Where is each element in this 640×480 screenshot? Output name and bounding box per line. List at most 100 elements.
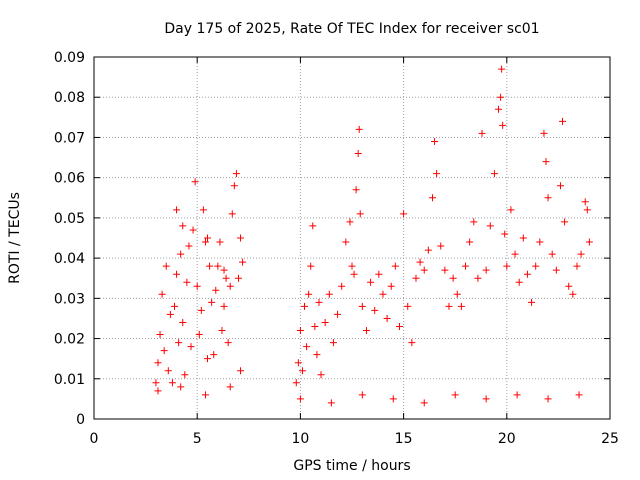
data-point: [536, 238, 544, 246]
data-point: [519, 234, 527, 242]
data-point: [206, 262, 214, 270]
data-point: [400, 210, 408, 218]
data-point: [294, 359, 302, 367]
data-point: [408, 339, 416, 347]
data-point: [389, 395, 397, 403]
data-point: [453, 290, 461, 298]
data-point: [315, 298, 323, 306]
data-point: [387, 282, 395, 290]
data-point: [515, 278, 523, 286]
data-point: [191, 178, 199, 186]
data-point: [311, 322, 319, 330]
data-point: [305, 290, 313, 298]
data-point: [412, 274, 420, 282]
y-tick-label: 0: [76, 412, 85, 428]
data-point: [199, 206, 207, 214]
data-point: [420, 399, 428, 407]
data-point: [583, 206, 591, 214]
data-point: [495, 105, 503, 113]
data-point: [498, 65, 506, 73]
data-point: [173, 206, 181, 214]
data-point: [352, 186, 360, 194]
data-point: [317, 371, 325, 379]
data-point: [552, 266, 560, 274]
data-point: [528, 298, 536, 306]
data-point: [179, 222, 187, 230]
data-point: [581, 198, 589, 206]
data-point: [296, 395, 304, 403]
data-point: [356, 210, 364, 218]
x-tick-label: 15: [395, 431, 413, 447]
data-point: [474, 274, 482, 282]
data-point: [237, 234, 245, 242]
data-point: [585, 238, 593, 246]
data-point: [441, 266, 449, 274]
data-point: [309, 222, 317, 230]
data-point: [355, 125, 363, 133]
x-tick-label: 10: [291, 431, 309, 447]
data-point: [170, 302, 178, 310]
y-tick-label: 0.01: [54, 372, 85, 388]
data-point: [433, 170, 441, 178]
data-point: [329, 339, 337, 347]
data-point: [486, 222, 494, 230]
data-point: [189, 226, 197, 234]
data-point: [466, 238, 474, 246]
data-point: [154, 387, 162, 395]
axis-ticks: 0 0.01 0.02 0.03 0.04 0.05 0.06 0.07 0.08 0.09 0 5 1…: [54, 50, 619, 447]
data-point: [220, 266, 228, 274]
data-point: [220, 302, 228, 310]
data-point: [216, 238, 224, 246]
data-point: [164, 367, 172, 375]
data-point: [375, 270, 383, 278]
data-point: [226, 282, 234, 290]
data-point: [542, 158, 550, 166]
data-point: [482, 395, 490, 403]
data-point: [179, 318, 187, 326]
data-point: [162, 262, 170, 270]
data-point: [298, 367, 306, 375]
data-point: [204, 355, 212, 363]
data-point: [556, 182, 564, 190]
data-point: [544, 395, 552, 403]
data-point: [201, 238, 209, 246]
data-point: [325, 290, 333, 298]
data-point: [228, 210, 236, 218]
y-tick-label: 0.03: [54, 291, 85, 307]
data-point: [482, 266, 490, 274]
data-point: [350, 270, 358, 278]
data-point: [175, 339, 183, 347]
data-point: [561, 218, 569, 226]
chart-title: Day 175 of 2025, Rate Of TEC Index for r…: [164, 21, 539, 37]
x-tick-label: 0: [90, 431, 99, 447]
y-tick-label: 0.09: [54, 50, 85, 66]
data-point: [342, 238, 350, 246]
data-point: [391, 262, 399, 270]
data-point: [404, 302, 412, 310]
data-point: [321, 318, 329, 326]
data-point: [420, 266, 428, 274]
data-point: [416, 258, 424, 266]
data-point: [237, 367, 245, 375]
data-point: [226, 383, 234, 391]
data-point: [503, 262, 511, 270]
data-point: [565, 282, 573, 290]
data-point: [383, 314, 391, 322]
data-point: [334, 310, 342, 318]
data-point: [457, 302, 465, 310]
data-point: [158, 290, 166, 298]
data-point: [507, 206, 515, 214]
data-point: [548, 250, 556, 258]
data-point: [303, 343, 311, 351]
data-point: [313, 351, 321, 359]
data-point: [173, 270, 181, 278]
data-point: [379, 290, 387, 298]
data-point: [358, 302, 366, 310]
data-point: [544, 194, 552, 202]
data-point: [239, 258, 247, 266]
data-point: [497, 93, 505, 101]
data-point: [154, 359, 162, 367]
data-point: [166, 310, 174, 318]
